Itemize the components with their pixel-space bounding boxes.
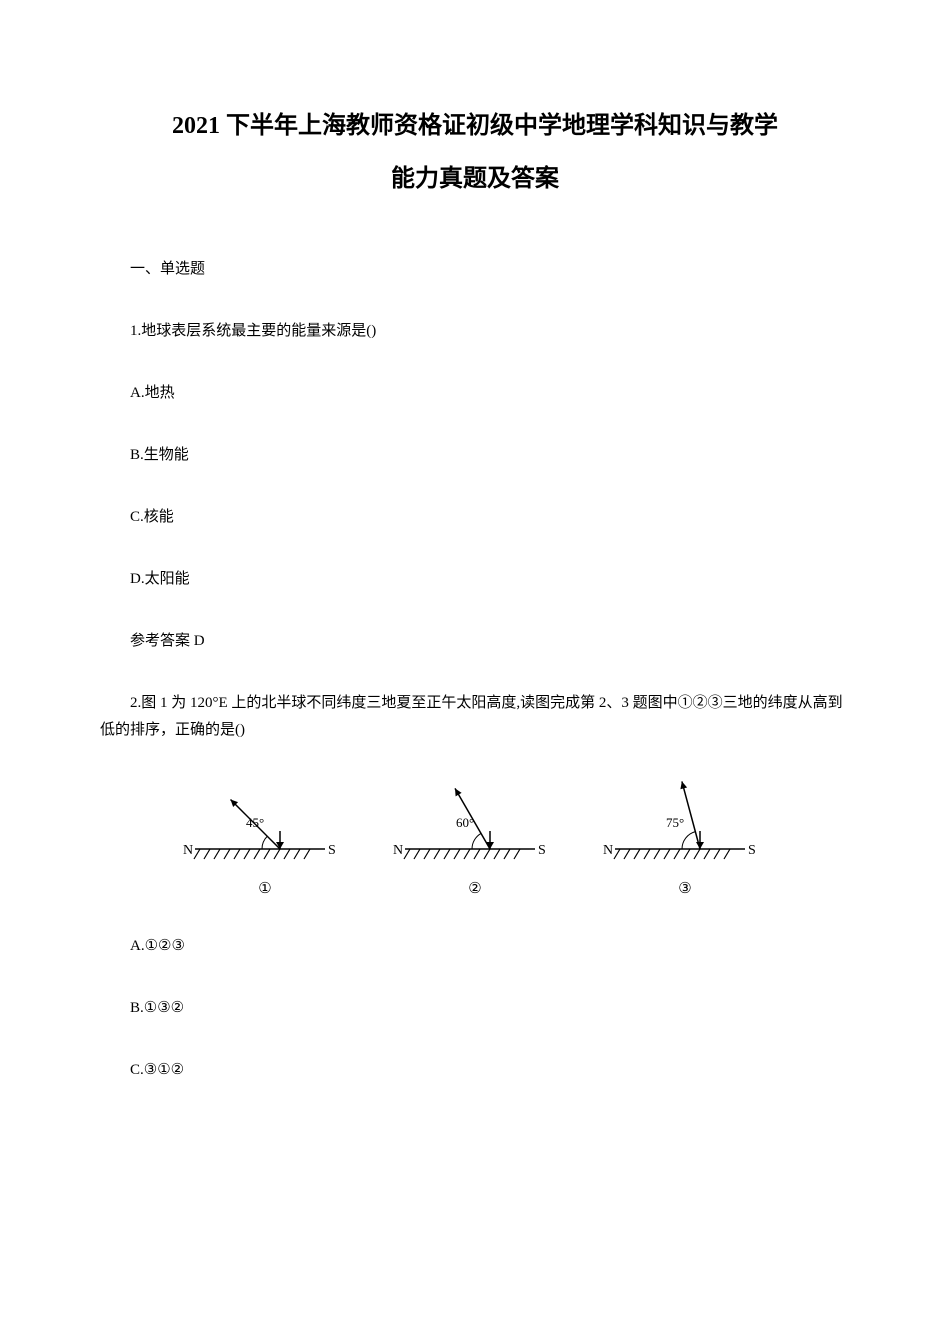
sun-angle-diagram-2: N S 60° <box>375 779 575 869</box>
q1-option-c: C.核能 <box>100 504 850 531</box>
q1-answer: 参考答案 D <box>100 628 850 655</box>
q1-stem: 1.地球表层系统最主要的能量来源是() <box>100 318 850 345</box>
q2-option-b: B.①③② <box>100 995 850 1022</box>
q1-option-a: A.地热 <box>100 380 850 407</box>
diagram-number-labels: ① ② ③ <box>100 879 850 898</box>
svg-text:60°: 60° <box>456 815 474 830</box>
diagram-1: N S 45° <box>165 779 365 869</box>
sun-angle-diagram-1: N S 45° <box>165 779 365 869</box>
section-heading: 一、单选题 <box>100 256 850 283</box>
svg-text:N: N <box>183 843 193 858</box>
svg-text:S: S <box>538 843 546 858</box>
title-line-2: 能力真题及答案 <box>391 166 559 192</box>
diagram-row: N S 45° N S 60° N S 75° <box>100 779 850 869</box>
svg-text:N: N <box>393 843 403 858</box>
svg-text:S: S <box>748 843 756 858</box>
diagram-label-1: ① <box>165 879 365 898</box>
q1-option-b: B.生物能 <box>100 442 850 469</box>
q2-option-c: C.③①② <box>100 1057 850 1084</box>
document-title: 2021 下半年上海教师资格证初级中学地理学科知识与教学 能力真题及答案 <box>100 100 850 206</box>
q2-option-a: A.①②③ <box>100 933 850 960</box>
diagram-3: N S 75° <box>585 779 785 869</box>
q2-stem: 2.图 1 为 120°E 上的北半球不同纬度三地夏至正午太阳高度,读图完成第 … <box>100 690 850 744</box>
q1-option-d: D.太阳能 <box>100 566 850 593</box>
svg-text:S: S <box>328 843 336 858</box>
diagram-label-3: ③ <box>585 879 785 898</box>
svg-text:45°: 45° <box>246 815 264 830</box>
sun-angle-diagram-3: N S 75° <box>585 779 785 869</box>
title-line-1: 2021 下半年上海教师资格证初级中学地理学科知识与教学 <box>172 113 778 139</box>
svg-text:N: N <box>603 843 613 858</box>
diagram-2: N S 60° <box>375 779 575 869</box>
svg-text:75°: 75° <box>666 815 684 830</box>
diagram-label-2: ② <box>375 879 575 898</box>
